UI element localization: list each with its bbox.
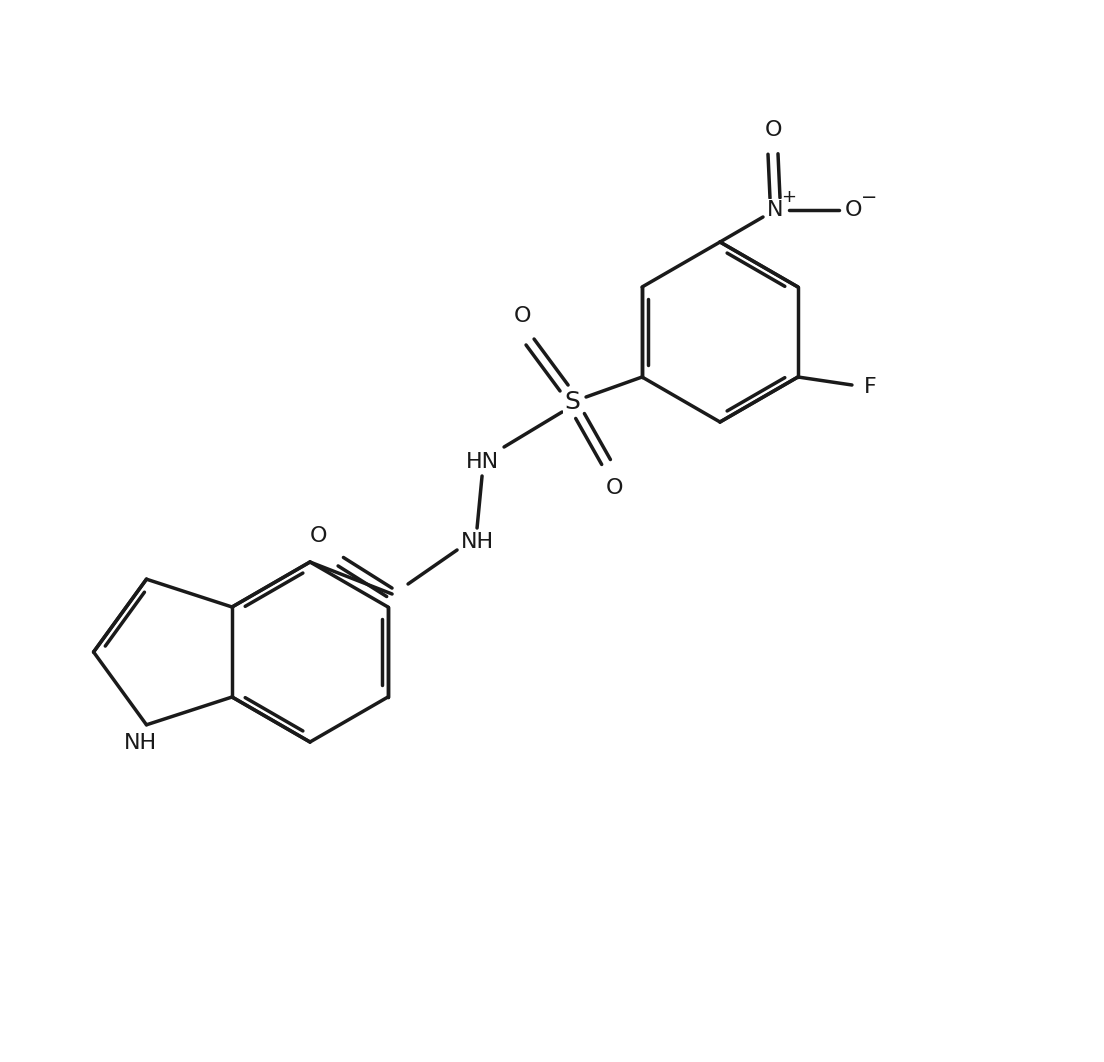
Text: +: + [782,188,796,206]
Text: F: F [863,377,877,397]
Text: O: O [605,478,623,498]
Text: HN: HN [466,452,499,472]
Text: NH: NH [124,733,157,753]
Text: O: O [845,200,862,220]
Text: O: O [309,526,327,546]
Text: O: O [513,306,531,326]
Text: −: − [861,188,878,206]
Text: NH: NH [460,532,493,552]
Text: S: S [564,390,580,414]
Text: O: O [764,120,782,140]
Text: N: N [767,200,783,220]
